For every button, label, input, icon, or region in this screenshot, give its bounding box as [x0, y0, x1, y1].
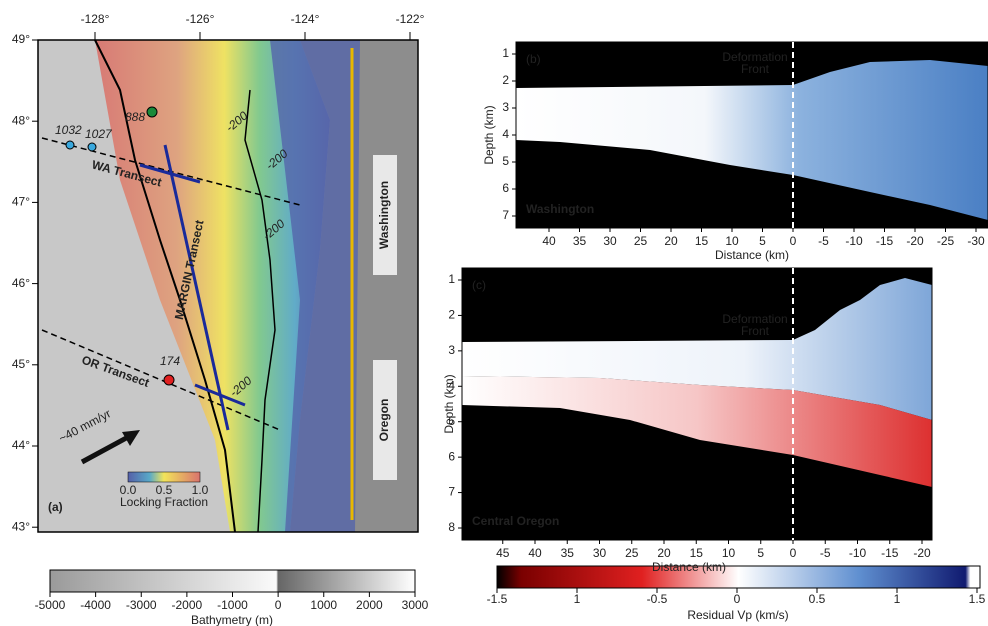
y-tick-label: 1 [448, 272, 455, 286]
site-label: 888 [125, 110, 145, 124]
x-tick-label: 0 [790, 546, 797, 560]
bathy-tick-label: -2000 [172, 598, 203, 612]
x-tick-label: 45 [496, 546, 510, 560]
bathymetry-colorbar [50, 570, 415, 592]
y-tick-label: 5 [502, 154, 509, 168]
site-1027 [88, 143, 96, 151]
site-1032 [66, 141, 74, 149]
x-tick-label: 35 [561, 546, 575, 560]
y-tick-label: 6 [502, 181, 509, 195]
figure: -128°-126°-124°-122°49°48°47°46°45°44°43… [0, 0, 988, 626]
y-tick-label: 8 [448, 520, 455, 534]
x-tick-label: 25 [625, 546, 639, 560]
lat-tick-label: 47° [12, 195, 30, 209]
vp-tick-label: 1 [894, 592, 901, 606]
panel-label: (b) [526, 52, 541, 66]
vp-tick-label: 1.5 [969, 592, 986, 606]
x-tick-label: 5 [757, 546, 764, 560]
site-174 [164, 375, 174, 385]
x-axis-label: Distance (km) [652, 560, 726, 574]
x-tick-label: 5 [759, 234, 766, 248]
x-tick-label: -20 [913, 546, 931, 560]
bathy-tick-label: -4000 [80, 598, 111, 612]
bathy-tick-label: 2000 [356, 598, 383, 612]
vp-tick-label: -1.5 [487, 592, 508, 606]
x-tick-label: -15 [876, 234, 894, 248]
lon-tick-label: -128° [81, 12, 110, 26]
bathy-tick-label: -1000 [217, 598, 248, 612]
lat-tick-label: 49° [12, 32, 30, 46]
x-tick-label: -5 [820, 546, 831, 560]
site-888 [147, 107, 157, 117]
x-tick-label: 20 [664, 234, 678, 248]
bathy-tick-label: -3000 [126, 598, 157, 612]
x-tick-label: 35 [573, 234, 587, 248]
y-axis-label: Depth (km) [482, 105, 496, 164]
lon-tick-label: -124° [291, 12, 320, 26]
site-label: 174 [160, 354, 180, 368]
x-tick-label: -10 [845, 234, 863, 248]
vp-tick-label: 0.5 [809, 592, 826, 606]
lock-title: Locking Fraction [120, 495, 208, 509]
front-label: Front [741, 324, 770, 338]
section-name: Central Oregon [472, 514, 559, 528]
vp-title: Residual Vp (km/s) [687, 608, 788, 622]
lat-tick-label: 44° [12, 438, 30, 452]
bathy-tick-label: 3000 [402, 598, 429, 612]
lat-tick-label: 43° [12, 519, 30, 533]
y-tick-label: 3 [502, 100, 509, 114]
bathy-title: Bathymetry (m) [191, 613, 273, 626]
y-tick-label: 2 [502, 73, 509, 87]
x-axis-label: Distance (km) [715, 248, 789, 262]
y-tick-label: 4 [502, 127, 509, 141]
lon-tick-label: -126° [186, 12, 215, 26]
x-tick-label: 10 [725, 234, 739, 248]
panel-label: (a) [48, 500, 63, 514]
lon-tick-label: -122° [396, 12, 425, 26]
site-label: 1032 [55, 123, 82, 137]
x-tick-label: -30 [967, 234, 985, 248]
vp-colorbar [497, 566, 980, 588]
vp-tick-label: -0.5 [647, 592, 668, 606]
vp-tick-label: 1 [574, 592, 581, 606]
y-tick-label: 3 [448, 343, 455, 357]
y-tick-label: 7 [502, 208, 509, 222]
x-tick-label: 25 [634, 234, 648, 248]
section-name: Washington [526, 202, 594, 216]
y-tick-label: 1 [502, 46, 509, 60]
x-tick-label: 15 [695, 234, 709, 248]
bathy-tick-label: 1000 [310, 598, 337, 612]
x-tick-label: 10 [722, 546, 736, 560]
state-label: Oregon [377, 399, 391, 442]
x-tick-label: -15 [881, 546, 899, 560]
x-tick-label: -10 [849, 546, 867, 560]
locking-colorbar [128, 472, 200, 482]
front-label: Front [741, 62, 770, 76]
x-tick-label: -25 [937, 234, 955, 248]
x-tick-label: 0 [790, 234, 797, 248]
bathy-tick-label: -5000 [35, 598, 66, 612]
x-tick-label: 40 [528, 546, 542, 560]
x-tick-label: 40 [542, 234, 556, 248]
vp-tick-label: 0 [734, 592, 741, 606]
lat-tick-label: 46° [12, 276, 30, 290]
x-tick-label: 15 [690, 546, 704, 560]
x-tick-label: -5 [818, 234, 829, 248]
x-tick-label: 30 [593, 546, 607, 560]
y-tick-label: 7 [448, 485, 455, 499]
state-label: Washington [377, 181, 391, 249]
panel-label: (c) [472, 278, 486, 292]
x-tick-label: 30 [603, 234, 617, 248]
y-axis-label: Depth (km) [442, 374, 456, 433]
x-tick-label: -20 [906, 234, 924, 248]
x-tick-label: 20 [657, 546, 671, 560]
lat-tick-label: 48° [12, 113, 30, 127]
y-tick-label: 2 [448, 308, 455, 322]
lat-tick-label: 45° [12, 357, 30, 371]
bathy-tick-label: 0 [275, 598, 282, 612]
y-tick-label: 6 [448, 449, 455, 463]
site-label: 1027 [85, 127, 113, 141]
